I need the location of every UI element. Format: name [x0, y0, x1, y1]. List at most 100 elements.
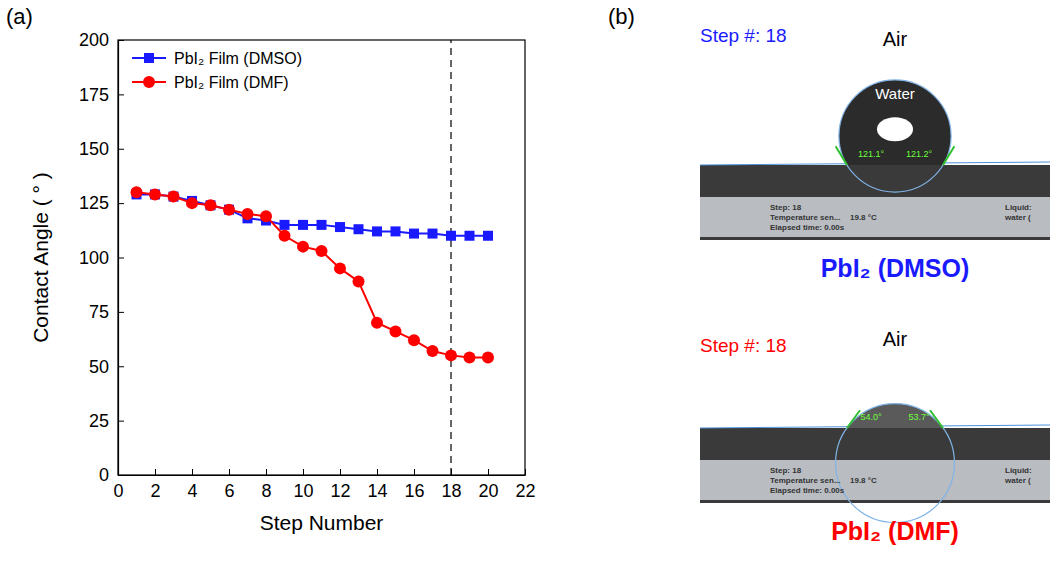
y-tick-mark [118, 312, 124, 313]
y-tick-label: 0 [99, 465, 109, 485]
x-tick-mark [488, 469, 489, 475]
y-tick: 150 [79, 139, 124, 159]
droplet-highlight [877, 117, 913, 141]
data-point [317, 220, 327, 230]
angle-label: 121.1° [858, 149, 885, 159]
data-point [445, 349, 457, 361]
film-label: PbI₂ (DMF) [831, 517, 959, 545]
x-tick: 4 [187, 469, 197, 501]
y-tick: 25 [89, 411, 124, 431]
x-tick-mark [414, 469, 415, 475]
y-tick-label: 200 [79, 30, 109, 50]
x-axis: 0246810121416182022 [113, 469, 535, 501]
y-tick-mark [118, 421, 124, 422]
liquid-label: Water [875, 85, 914, 102]
x-tick: 20 [478, 469, 498, 501]
legend-marker [143, 76, 155, 88]
data-point [409, 229, 419, 239]
x-tick-mark [229, 469, 230, 475]
x-tick: 2 [150, 469, 160, 501]
info-text: Step: 18 [770, 466, 802, 475]
panel-label: (b) [608, 4, 635, 29]
angle-label: 54.0° [860, 412, 882, 422]
data-point [223, 204, 235, 216]
data-point [298, 220, 308, 230]
data-point [428, 229, 438, 239]
figure: (a)0246810121416182022025507510012515017… [0, 0, 1055, 562]
data-point [224, 205, 234, 215]
y-tick-mark [118, 40, 124, 41]
y-tick: 100 [79, 248, 124, 268]
legend-label: PbI₂ Film (DMSO) [174, 50, 302, 67]
info-text: Elapsed time: 0.00s [770, 223, 845, 232]
y-tick: 50 [89, 357, 124, 377]
y-tick: 75 [89, 302, 124, 322]
x-tick-label: 16 [404, 481, 424, 501]
data-point [390, 325, 402, 337]
x-tick-label: 18 [441, 481, 461, 501]
data-point [206, 200, 216, 210]
step-label: Step #: 18 [700, 25, 787, 46]
x-tick-label: 4 [187, 481, 197, 501]
droplet [836, 404, 955, 428]
data-point [150, 189, 160, 199]
fit-circle [836, 404, 955, 523]
x-tick: 16 [404, 469, 424, 501]
data-point [316, 245, 328, 257]
reference-line [450, 40, 451, 475]
data-point [464, 352, 476, 364]
data-point [335, 222, 345, 232]
x-tick: 8 [261, 469, 271, 501]
data-point [334, 262, 346, 274]
x-tick-label: 0 [113, 481, 123, 501]
data-point [260, 210, 272, 222]
data-point [149, 188, 161, 200]
x-tick: 12 [330, 469, 350, 501]
x-tick: 14 [367, 469, 387, 501]
info-text: 19.8 °C [850, 213, 877, 222]
y-tick-mark [118, 149, 124, 150]
liquid-info-text: water ( [1004, 213, 1031, 222]
x-tick-label: 12 [330, 481, 350, 501]
data-point [205, 199, 217, 211]
data-point [297, 241, 309, 253]
x-tick-mark [192, 469, 193, 475]
tangent-line [836, 146, 847, 165]
x-tick-mark [377, 469, 378, 475]
data-point [354, 224, 364, 234]
x-tick-mark [525, 469, 526, 475]
y-tick: 125 [79, 193, 124, 213]
data-point [408, 334, 420, 346]
tangent-line [930, 410, 943, 428]
data-point [131, 186, 143, 198]
angle-label: 53.7° [908, 412, 930, 422]
droplet [839, 80, 951, 165]
x-tick-mark [340, 469, 341, 475]
series-line [137, 192, 489, 357]
y-tick: 175 [79, 85, 124, 105]
x-tick-label: 14 [367, 481, 387, 501]
y-tick-label: 25 [89, 411, 109, 431]
y-axis-title: Contact Angle ( ° ) [29, 172, 52, 343]
data-point [353, 275, 365, 287]
data-point [465, 231, 475, 241]
legend: PbI₂ Film (DMSO)PbI₂ Film (DMF) [132, 50, 302, 91]
angle-label: 121.2° [906, 149, 933, 159]
substrate [700, 165, 1050, 240]
plot-frame [118, 40, 525, 475]
x-tick: 22 [515, 469, 535, 501]
tangent-line [943, 146, 954, 165]
info-text: Temperature sen... [770, 476, 841, 485]
droplet-image: 121.1°121.2°WaterAirStep #: 18Step: 18Te… [700, 25, 1050, 282]
y-tick-label: 100 [79, 248, 109, 268]
x-tick-mark [155, 469, 156, 475]
x-axis-line [119, 475, 526, 476]
y-tick-label: 75 [89, 302, 109, 322]
info-text: Step: 18 [770, 203, 802, 212]
x-tick-label: 20 [478, 481, 498, 501]
x-tick-label: 10 [293, 481, 313, 501]
fit-circle [839, 80, 951, 192]
y-tick: 0 [99, 465, 124, 485]
x-tick-mark [303, 469, 304, 475]
y-tick-mark [118, 94, 124, 95]
